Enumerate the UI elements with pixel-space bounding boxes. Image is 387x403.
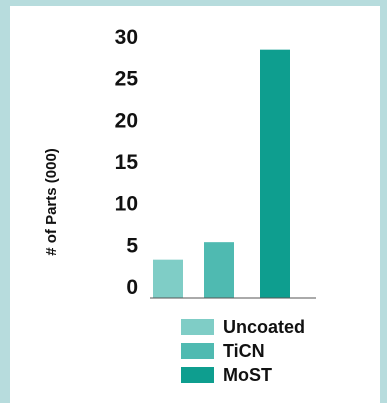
bars — [153, 49, 290, 298]
y-tick-label: 30 — [115, 26, 138, 49]
legend: Uncoated TiCN MoST — [181, 317, 305, 385]
y-tick-label: 10 — [115, 193, 138, 216]
bar-uncoated — [153, 259, 183, 298]
y-tick-label: 25 — [115, 68, 139, 91]
y-tick-label: 0 — [126, 276, 138, 299]
legend-swatch-uncoated — [181, 319, 214, 335]
bar-chart: # of Parts (000) 0 5 10 15 20 25 30 Uncoated Ti… — [43, 26, 316, 385]
bar-most — [260, 49, 290, 298]
y-tick-label: 5 — [126, 234, 138, 257]
legend-label-ticn: TiCN — [223, 341, 265, 361]
y-axis-ticks: 0 5 10 15 20 25 30 — [115, 26, 139, 299]
legend-label-uncoated: Uncoated — [223, 317, 305, 337]
y-tick-label: 20 — [115, 109, 138, 132]
legend-swatch-ticn — [181, 343, 214, 359]
chart-frame: # of Parts (000) 0 5 10 15 20 25 30 Uncoated Ti… — [10, 6, 380, 403]
legend-swatch-most — [181, 367, 214, 383]
legend-label-most: MoST — [223, 365, 272, 385]
y-tick-label: 15 — [115, 151, 139, 174]
bar-ticn — [204, 242, 234, 298]
y-axis-label: # of Parts (000) — [43, 148, 60, 256]
